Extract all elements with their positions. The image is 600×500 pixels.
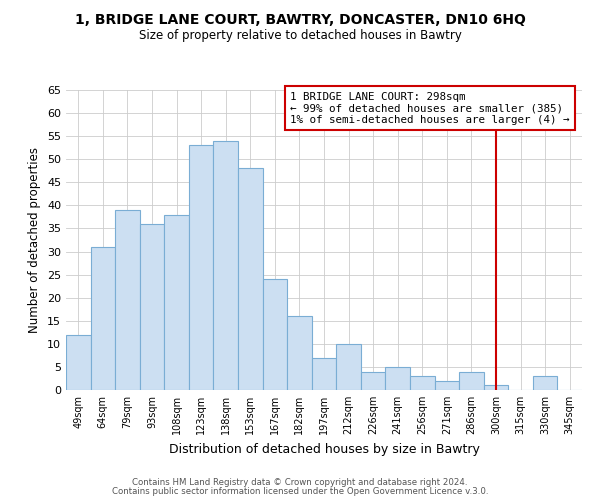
Bar <box>434 381 459 390</box>
Bar <box>287 316 312 390</box>
Bar <box>189 146 214 390</box>
Bar <box>66 334 91 390</box>
Text: 1 BRIDGE LANE COURT: 298sqm
← 99% of detached houses are smaller (385)
1% of sem: 1 BRIDGE LANE COURT: 298sqm ← 99% of det… <box>290 92 570 124</box>
Bar <box>115 210 140 390</box>
Bar <box>410 376 434 390</box>
Text: 1, BRIDGE LANE COURT, BAWTRY, DONCASTER, DN10 6HQ: 1, BRIDGE LANE COURT, BAWTRY, DONCASTER,… <box>74 12 526 26</box>
Bar <box>164 214 189 390</box>
Bar <box>459 372 484 390</box>
Bar <box>312 358 336 390</box>
Text: Size of property relative to detached houses in Bawtry: Size of property relative to detached ho… <box>139 29 461 42</box>
Text: Contains public sector information licensed under the Open Government Licence v.: Contains public sector information licen… <box>112 487 488 496</box>
Bar <box>238 168 263 390</box>
Bar <box>385 367 410 390</box>
Bar <box>533 376 557 390</box>
Bar <box>214 141 238 390</box>
Bar <box>91 247 115 390</box>
Y-axis label: Number of detached properties: Number of detached properties <box>28 147 41 333</box>
Bar <box>361 372 385 390</box>
Text: Contains HM Land Registry data © Crown copyright and database right 2024.: Contains HM Land Registry data © Crown c… <box>132 478 468 487</box>
Bar <box>484 386 508 390</box>
Bar <box>336 344 361 390</box>
Bar <box>263 279 287 390</box>
X-axis label: Distribution of detached houses by size in Bawtry: Distribution of detached houses by size … <box>169 442 479 456</box>
Bar <box>140 224 164 390</box>
